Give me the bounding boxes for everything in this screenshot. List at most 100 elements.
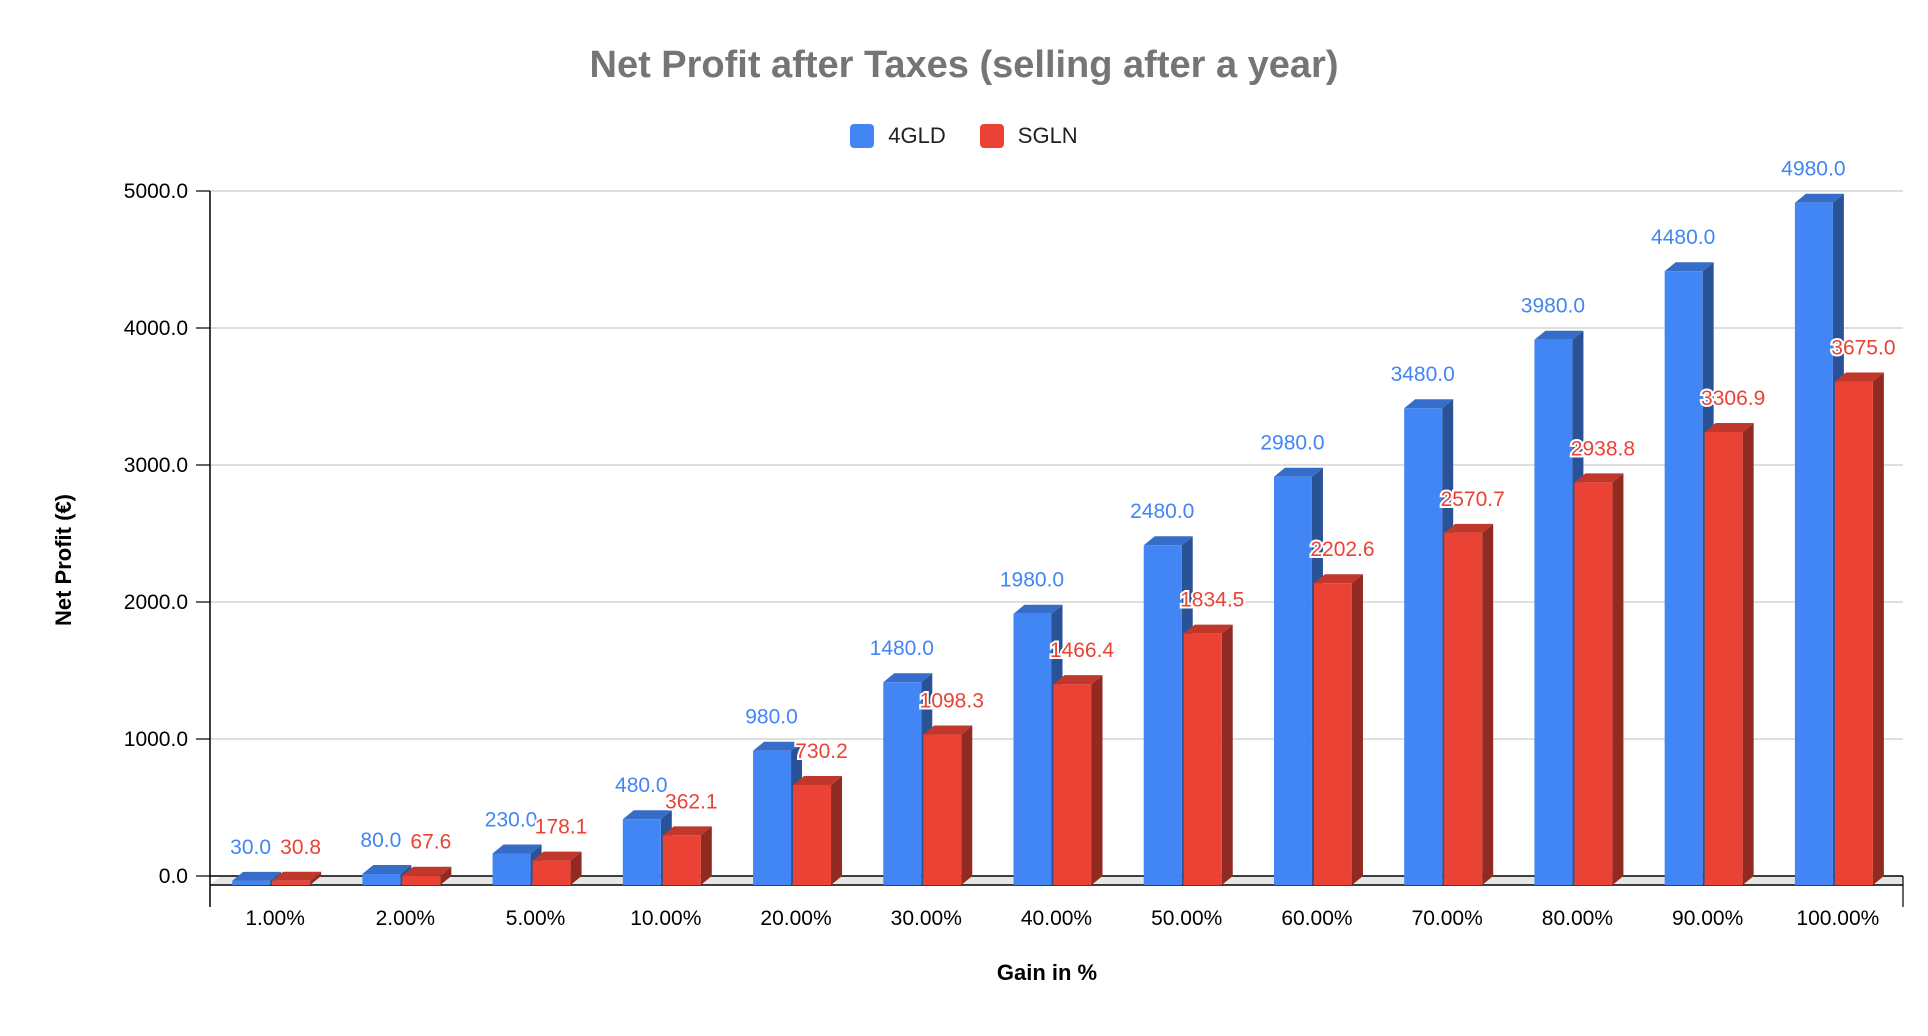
bar-sgln-9 <box>1313 574 1363 885</box>
bar-top-face <box>1183 624 1233 634</box>
bar-front-face <box>883 682 922 885</box>
bar-sgln-2 <box>402 866 452 885</box>
data-label-sgln: 730.2 <box>795 740 848 763</box>
bar-top-face <box>923 725 973 735</box>
bar-front-face <box>1404 408 1443 885</box>
bar-front-face <box>753 750 792 885</box>
bar-front-face <box>1143 545 1182 885</box>
bar-side-face <box>310 871 322 885</box>
data-label-4gld: 2980.0 <box>1260 432 1324 455</box>
data-label-sgln: 3306.9 <box>1701 387 1765 410</box>
data-label-sgln: 178.1 <box>535 816 588 839</box>
data-label-sgln: 67.6 <box>410 831 451 854</box>
bar-front-face <box>1273 476 1312 885</box>
bar-front-face <box>1704 431 1743 885</box>
y-tick-label: 3000.0 <box>124 454 188 477</box>
bar-front-face <box>1183 633 1222 885</box>
data-label-4gld: 1980.0 <box>1000 569 1064 592</box>
bar-side-face <box>1221 624 1233 885</box>
bar-sgln-7 <box>1053 675 1103 885</box>
y-tick-label: 1000.0 <box>124 728 188 751</box>
bar-top-face <box>1664 262 1714 272</box>
bar-top-face <box>1013 604 1063 614</box>
bar-front-face <box>1053 684 1092 885</box>
x-tick-label: 60.00% <box>1281 907 1352 930</box>
data-label-sgln: 30.8 <box>280 836 321 859</box>
bar-side-face <box>961 725 973 885</box>
data-label-sgln: 362.1 <box>665 790 718 813</box>
bar-front-face <box>793 784 832 885</box>
data-label-4gld: 480.0 <box>615 774 668 797</box>
legend: 4GLD SGLN <box>0 123 1928 149</box>
bar-top-face <box>662 826 712 836</box>
data-label-4gld: 80.0 <box>360 829 401 852</box>
bar-top-face <box>492 844 542 854</box>
bar-top-face <box>1143 536 1193 546</box>
x-tick-label: 90.00% <box>1672 907 1743 930</box>
chart-title: Net Profit after Taxes (selling after a … <box>589 44 1339 86</box>
data-label-sgln: 1834.5 <box>1180 589 1244 612</box>
bar-side-face <box>440 866 452 885</box>
bar-top-face <box>272 871 322 881</box>
bar-sgln-4 <box>662 826 712 885</box>
x-tick-label: 70.00% <box>1412 907 1483 930</box>
bar-front-face <box>1664 271 1703 885</box>
bar-front-face <box>923 734 962 885</box>
data-label-sgln: 2938.8 <box>1571 437 1635 460</box>
legend-label-series-1: 4GLD <box>888 123 946 148</box>
bar-top-face <box>362 865 412 875</box>
bar-side-face <box>570 851 582 885</box>
bar-front-face <box>1794 202 1833 886</box>
data-label-4gld: 230.0 <box>485 808 538 831</box>
bar-sgln-8 <box>1183 624 1233 885</box>
x-axis-title: Gain in % <box>996 960 1098 985</box>
bar-side-face <box>1742 422 1754 885</box>
bar-front-face <box>662 835 701 885</box>
bar-front-face <box>1313 583 1352 885</box>
bar-front-face <box>402 875 441 885</box>
bar-side-face <box>1351 574 1363 885</box>
bar-side-face <box>700 826 712 885</box>
bar-front-face <box>362 874 401 885</box>
bar-top-face <box>883 673 933 683</box>
x-tick-label: 40.00% <box>1021 907 1092 930</box>
bar-top-face <box>1834 372 1884 382</box>
bar-top-face <box>1444 523 1494 533</box>
y-tick-label: 4000.0 <box>124 317 188 340</box>
bar-top-face <box>753 741 803 751</box>
bar-sgln-3 <box>532 851 582 885</box>
bar-front-face <box>1534 339 1573 885</box>
x-tick-label: 100.00% <box>1796 907 1879 930</box>
legend-item-series-1[interactable]: 4GLD <box>850 123 946 149</box>
bar-sgln-10 <box>1444 523 1494 885</box>
bar-side-face <box>1482 523 1494 885</box>
bar-front-face <box>1013 613 1052 885</box>
data-label-4gld: 3980.0 <box>1521 295 1585 318</box>
bar-top-face <box>793 775 843 785</box>
legend-swatch-series-2 <box>979 124 1004 148</box>
bar-side-face <box>1612 473 1624 885</box>
legend-swatch-series-1 <box>850 124 875 148</box>
bar-sgln-12 <box>1704 422 1754 885</box>
bar-sgln-5 <box>793 775 843 885</box>
bar-top-face <box>1053 675 1103 685</box>
bar-sgln-13 <box>1834 372 1884 885</box>
bar-front-face <box>492 853 531 885</box>
bar-top-face <box>402 866 452 876</box>
bar-top-face <box>622 810 672 820</box>
bar-top-face <box>1574 473 1624 483</box>
bar-front-face <box>1444 532 1483 885</box>
data-label-4gld: 4480.0 <box>1651 226 1715 249</box>
y-tick-label: 0.0 <box>159 865 188 888</box>
bar-front-face <box>232 880 271 885</box>
bar-sgln-6 <box>923 725 973 885</box>
bar-sgln-11 <box>1574 473 1624 885</box>
legend-item-series-2[interactable]: SGLN <box>979 123 1078 149</box>
data-label-sgln: 2202.6 <box>1310 538 1374 561</box>
bar-top-face <box>1704 422 1754 432</box>
data-label-sgln: 2570.7 <box>1441 488 1505 511</box>
bar-sgln-1 <box>272 871 322 885</box>
bar-top-face <box>232 871 282 881</box>
x-tick-label: 30.00% <box>891 907 962 930</box>
